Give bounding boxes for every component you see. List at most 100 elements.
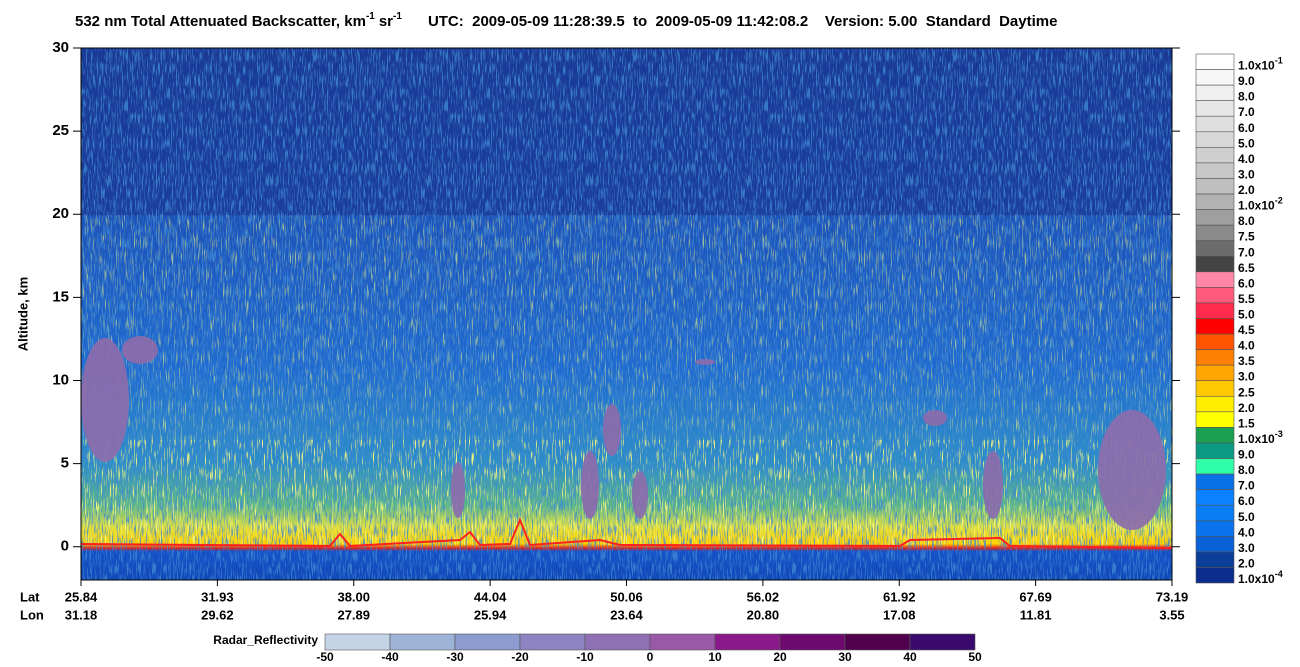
radar-tick-label: -50 (316, 650, 334, 664)
chart-subtitle: UTC: 2009-05-09 11:28:39.5 to 2009-05-09… (428, 13, 1058, 30)
colorbar-box (1195, 147, 1235, 164)
lat-tick-label: 25.84 (65, 589, 98, 604)
colorbar-tick-label: 1.0x10-1 (1238, 56, 1283, 73)
lat-tick-label: 38.00 (337, 589, 370, 604)
colorbar-label-text: 7.0 (1238, 105, 1255, 119)
colorbar-tick-label: 5.0 (1238, 510, 1255, 524)
colorbar-tick-label: 4.0 (1238, 339, 1255, 353)
colorbar-label-text: 4.0 (1238, 339, 1255, 353)
colorbar-box (1195, 551, 1235, 568)
lat-tick-label: 50.06 (610, 589, 643, 604)
colorbar-label-text: 8.0 (1238, 463, 1255, 477)
colorbar-label-text: 5.0 (1238, 308, 1255, 322)
radar-colorbar-box (779, 633, 846, 651)
colorbar-label-text: 4.0 (1238, 525, 1255, 539)
radar-colorbar-box (649, 633, 716, 651)
colorbar-label-text: 5.0 (1238, 510, 1255, 524)
y-tick-label: 25 (52, 122, 69, 139)
y-tick-label: 30 (52, 39, 69, 56)
title-text: 532 nm Total Attenuated Backscatter, km (75, 13, 366, 30)
colorbar-box (1195, 302, 1235, 319)
colorbar-box (1195, 567, 1235, 584)
colorbar-tick-label: 6.0 (1238, 121, 1255, 135)
colorbar-label-exp: -4 (1275, 569, 1283, 579)
y-tick-label: 15 (52, 288, 69, 305)
colorbar-tick-label: 3.0 (1238, 168, 1255, 182)
colorbar-tick-label: 1.0x10-4 (1238, 569, 1283, 586)
radar-tick-label: 10 (708, 650, 722, 664)
colorbar-box (1195, 53, 1235, 70)
radar-tick-label: 50 (968, 650, 982, 664)
colorbar-box (1195, 69, 1235, 86)
y-axis-label: Altitude, km (15, 277, 30, 351)
colorbar-tick-label: 8.0 (1238, 214, 1255, 228)
colorbar-tick-label: 4.0 (1238, 152, 1255, 166)
lat-tick-label: 73.19 (1156, 589, 1189, 604)
radar-tick-label: -30 (446, 650, 464, 664)
lat-tick-label: 67.69 (1019, 589, 1052, 604)
radar-tick-label: -10 (576, 650, 594, 664)
radar-colorbar-box (714, 633, 781, 651)
colorbar-tick-label: 5.0 (1238, 137, 1255, 151)
y-tick-label: 10 (52, 371, 69, 388)
colorbar-tick-label: 7.0 (1238, 479, 1255, 493)
colorbar-label-text: 3.0 (1238, 168, 1255, 182)
radar-tick-label: -40 (381, 650, 399, 664)
lat-tick-label: 31.93 (201, 589, 234, 604)
colorbar-tick-label: 8.0 (1238, 90, 1255, 104)
colorbar-box (1195, 115, 1235, 133)
colorbar-tick-label: 2.0 (1238, 557, 1255, 571)
colorbar-tick-label: 6.0 (1238, 277, 1255, 291)
colorbar-label-text: 7.0 (1238, 245, 1255, 259)
lon-tick-label: 3.55 (1159, 607, 1184, 622)
colorbar-box (1195, 193, 1235, 210)
colorbar-label-text: 4.0 (1238, 152, 1255, 166)
colorbar-label-exp: -3 (1275, 429, 1283, 439)
colorbar-box (1195, 504, 1235, 522)
colorbar-label-text: 3.0 (1238, 541, 1255, 555)
colorbar-tick-label: 2.0 (1238, 183, 1255, 197)
colorbar-tick-label: 4.5 (1238, 323, 1255, 337)
lon-tick-label: 20.80 (747, 607, 780, 622)
lon-label: Lon (20, 607, 44, 622)
colorbar-box (1195, 162, 1235, 179)
lon-tick-label: 25.94 (474, 607, 507, 622)
lat-label: Lat (20, 589, 40, 604)
radar-colorbar-box (324, 633, 391, 651)
lon-tick-label: 23.64 (610, 607, 643, 622)
colorbar-box (1195, 240, 1235, 257)
colorbar-tick-label: 7.5 (1238, 230, 1255, 244)
colorbar-label-text: 8.0 (1238, 214, 1255, 228)
colorbar-tick-label: 7.0 (1238, 245, 1255, 259)
colorbar-box (1195, 395, 1235, 413)
colorbar-tick-label: 8.0 (1238, 463, 1255, 477)
colorbar-label-text: 2.0 (1238, 183, 1255, 197)
colorbar-label-text: 1.5 (1238, 417, 1255, 431)
colorbar-box (1195, 255, 1235, 273)
colorbar-tick-label: 2.0 (1238, 401, 1255, 415)
colorbar-label-text: 4.5 (1238, 323, 1255, 337)
radar-colorbar-box (389, 633, 456, 651)
lat-tick-label: 56.02 (747, 589, 780, 604)
colorbar-label-text: 3.5 (1238, 354, 1255, 368)
radar-colorbar-box (519, 633, 586, 651)
lon-tick-label: 27.89 (337, 607, 370, 622)
radar-colorbar-label: Radar_Reflectivity (213, 633, 318, 647)
colorbar-box (1195, 380, 1235, 397)
colorbar-box (1195, 489, 1235, 506)
colorbar-label-text: 6.0 (1238, 494, 1255, 508)
colorbar-label-text: 5.0 (1238, 137, 1255, 151)
colorbar-tick-label: 1.5 (1238, 417, 1255, 431)
colorbar-label-text: 6.0 (1238, 121, 1255, 135)
y-tick-label: 0 (61, 538, 69, 555)
colorbar-tick-label: 1.0x10-3 (1238, 429, 1283, 446)
colorbar-box (1195, 333, 1235, 350)
y-tick-label: 5 (61, 455, 69, 472)
colorbar-label-text: 1.0x10 (1238, 199, 1275, 213)
colorbar-box (1195, 84, 1235, 101)
radar-colorbar-box (844, 633, 911, 651)
colorbar-box (1195, 411, 1235, 428)
colorbar-label-text: 9.0 (1238, 448, 1255, 462)
lat-tick-label: 44.04 (474, 589, 507, 604)
